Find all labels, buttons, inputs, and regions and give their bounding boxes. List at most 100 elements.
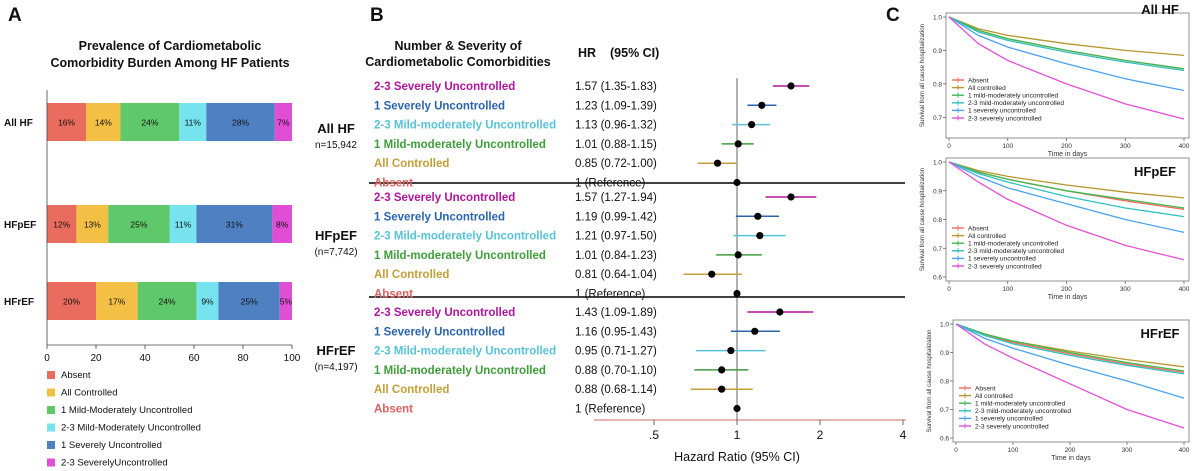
panel-c-x-label: Time in days — [1048, 151, 1088, 158]
hr-point — [787, 82, 795, 90]
panel-a-stacked-bar: Prevalence of Cardiometabolic Comorbidity… — [4, 39, 301, 469]
panel-c-x-tick-label: 100 — [1002, 286, 1013, 293]
hr-point — [713, 159, 722, 167]
panel-c-y-tick-label: 1.0 — [940, 322, 949, 329]
panel-b-row-label: 2-3 Severely Uncontrolled — [374, 192, 515, 204]
panel-a-legend-label: 1 Severely Uncontrolled — [61, 440, 162, 451]
panel-a-x-tick-label: 40 — [139, 353, 151, 364]
panel-a-legend-label: 2-3 Mild-Moderately Uncontrolled — [61, 423, 201, 434]
panel-c-legend-label: All controlled — [968, 85, 1006, 92]
panel-c-y-tick-label: 0.7 — [940, 407, 949, 414]
bar-segment-label: 20% — [63, 297, 80, 307]
panel-c-legend-label: 2-3 mild-moderately uncontrolled — [968, 248, 1064, 255]
survival-curve — [948, 16, 1185, 57]
bar-segment — [120, 103, 180, 141]
survival-curve — [948, 16, 1185, 120]
bar-segment — [272, 205, 292, 243]
panel-b-title: Number & Severity of — [394, 39, 522, 53]
bar-segment — [196, 282, 219, 320]
panel-a-category-label: HFpEF — [4, 220, 36, 231]
panel-b-hr-header: HR — [578, 46, 596, 60]
panel-b-row-label: 1 Mild-moderately Uncontrolled — [374, 365, 546, 377]
bar-segment-label: 16% — [58, 118, 75, 128]
panel-a-legend-swatch — [47, 441, 55, 449]
panel-b-row-label: Absent — [374, 289, 413, 301]
panel-b-x-label: Hazard Ratio (95% CI) — [674, 450, 800, 464]
panel-c-y-tick-label: 0.9 — [933, 188, 942, 195]
survival-curve — [948, 161, 1185, 261]
panel-c-legend-label: Absent — [968, 77, 989, 84]
bar-segment-label: 9% — [201, 297, 214, 307]
bar-segment-label: 25% — [130, 220, 147, 230]
hr-point — [733, 178, 741, 187]
panel-c-y-tick-label: 0.6 — [933, 275, 942, 282]
bar-segment — [196, 205, 273, 243]
bar-segment-label: 14% — [95, 118, 112, 128]
bar-segment — [218, 282, 280, 320]
panel-c-km-plot: 0.6 0.7 0.8 0.9 1.0 0 100 200 300 400 Time in days… — [926, 319, 1190, 462]
panel-a-x-tick-label: 80 — [237, 353, 249, 364]
bar-segment — [206, 103, 275, 141]
survival-curve — [948, 161, 1185, 209]
panel-c-x-tick-label: 0 — [947, 143, 951, 150]
panel-c-x-tick-label: 200 — [1061, 286, 1072, 293]
bar-segment-label: 24% — [159, 297, 176, 307]
panel-b-row-estimate: 1 (Reference) — [575, 289, 645, 301]
hr-point — [751, 327, 759, 335]
panel-b-row-estimate: 0.81 (0.64-1.04) — [575, 269, 657, 281]
panel-b-row-label: 2-3 Mild-moderately Uncontrolled — [374, 231, 556, 243]
panel-b-row-estimate: 1.23 (1.09-1.39) — [575, 100, 657, 112]
hr-point — [733, 289, 741, 298]
hr-point — [733, 404, 741, 413]
panel-c-x-tick-label: 200 — [1065, 447, 1076, 454]
panel-a-legend-label: 1 Mild-Moderately Uncontrolled — [61, 405, 192, 416]
panel-c-legend-label: All controlled — [968, 233, 1006, 240]
panel-letter-c: C — [886, 5, 900, 26]
panel-c-y-tick-label: 0.7 — [933, 246, 942, 253]
panel-c-y-tick-label: 0.6 — [940, 436, 949, 443]
panel-c-title: HFpEF — [1134, 164, 1176, 179]
hr-point — [776, 308, 784, 316]
panel-letters: A B C — [8, 5, 900, 26]
panel-c-y-tick-label: 1.0 — [933, 15, 942, 22]
hr-point — [748, 121, 756, 129]
bar-segment — [47, 282, 96, 320]
panel-c-y-tick-label: 1.0 — [933, 160, 942, 167]
panel-b-row-label: 1 Severely Uncontrolled — [374, 326, 505, 338]
panel-b-ci-header: (95% CI) — [610, 46, 659, 60]
panel-b-row-estimate: 1.57 (1.27-1.94) — [575, 192, 657, 204]
panel-a-category-label: All HF — [4, 118, 33, 129]
panel-c-km-plot: 0.6 0.7 0.8 0.9 1.0 0 100 200 300 400 Time in days… — [919, 157, 1190, 301]
bar-segment — [274, 103, 292, 141]
panel-b-row-estimate: 0.88 (0.70-1.10) — [575, 365, 657, 377]
panel-b-row-label: All Controlled — [374, 384, 449, 396]
panel-letter-b: B — [370, 5, 384, 26]
panel-a-legend-label: 2-3 SeverelyUncontrolled — [61, 458, 168, 469]
bar-segment — [47, 103, 87, 141]
hr-point — [718, 385, 726, 393]
panel-b-row-estimate: 1.16 (0.95-1.43) — [575, 326, 657, 338]
bar-segment-label: 24% — [141, 118, 158, 128]
bar-segment — [137, 282, 197, 320]
hr-point — [718, 366, 726, 374]
panel-c-y-label: Survival from all cause hospitalization — [919, 23, 926, 127]
panel-b-row-estimate: 0.85 (0.72-1.00) — [575, 158, 657, 170]
panel-c-legend-label: All controlled — [975, 393, 1013, 400]
panel-a-title: Prevalence of Cardiometabolic — [79, 39, 262, 53]
panel-a-legend-swatch — [47, 388, 55, 397]
panel-a-legend-swatch — [47, 423, 55, 432]
panel-a-legend-swatch — [47, 458, 55, 467]
hr-point — [756, 232, 764, 240]
panel-b-group-n: n=15,942 — [315, 140, 357, 151]
bar-segment — [169, 205, 197, 243]
bar-segment-label: 11% — [185, 118, 202, 128]
panel-c-legend-label: 2-3 severely uncontrolled — [975, 423, 1049, 430]
panel-c-y-tick-label: 0.7 — [933, 115, 942, 122]
panel-c-legend-label: 1 severely uncontrolled — [975, 416, 1043, 423]
panel-c-legend-label: 1 severely uncontrolled — [968, 256, 1036, 263]
bar-segment-label: 31% — [226, 220, 243, 230]
panel-b-row-label: Absent — [374, 178, 413, 190]
hr-point — [787, 193, 795, 201]
panel-b-row-estimate: 0.95 (0.71-1.27) — [575, 346, 657, 358]
